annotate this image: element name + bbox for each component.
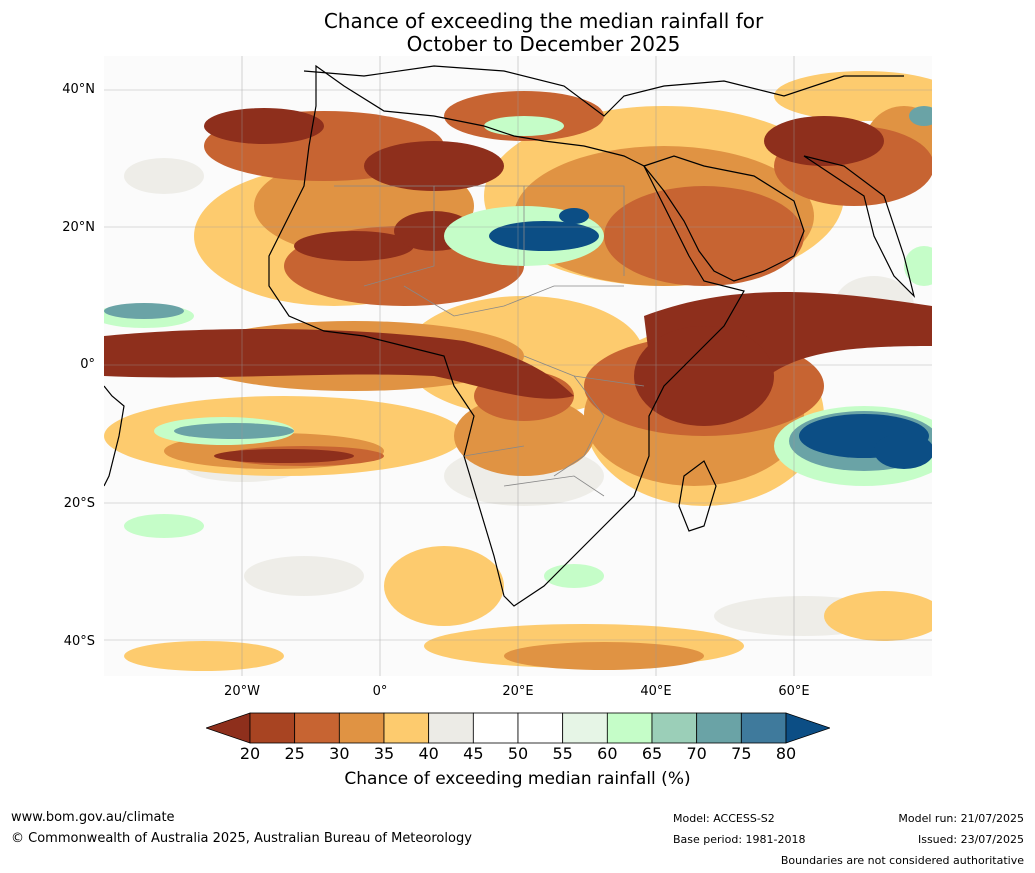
lat-tick-40n: 40°N	[62, 82, 95, 97]
africa-coast	[268, 64, 745, 607]
colorbar-tick-label: 70	[686, 744, 707, 763]
footer-url: www.bom.gov.au/climate	[11, 810, 175, 825]
colorbar	[206, 712, 830, 744]
title-line-1: Chance of exceeding the median rainfall …	[323, 9, 764, 33]
forecast-map	[104, 56, 932, 676]
colorbar-segment	[338, 712, 385, 744]
lon-tick-20w: 20°W	[224, 684, 260, 699]
europe-coast	[303, 65, 904, 117]
colorbar-tick-label: 65	[641, 744, 663, 763]
footer-base-period: Base period: 1981-2018	[673, 833, 806, 846]
colorbar-tick-label: 25	[284, 744, 305, 763]
country-borders	[334, 185, 645, 497]
colorbar-extend-low	[206, 712, 251, 744]
south-america-coast	[104, 385, 125, 487]
footer-copyright: © Commonwealth of Australia 2025, Austra…	[11, 831, 472, 846]
graticule	[104, 56, 932, 676]
colorbar-tick-label: 30	[329, 744, 350, 763]
title-line-2: October to December 2025	[406, 32, 681, 56]
lat-tick-40s: 40°S	[63, 634, 95, 649]
colorbar-segment	[383, 712, 430, 744]
madagascar-coast	[678, 460, 717, 532]
footer-issued: Issued: 23/07/2025	[917, 833, 1024, 846]
lon-tick-20e: 20°E	[502, 684, 534, 699]
colorbar-tick-label: 55	[552, 744, 573, 763]
lon-tick-60e: 60°E	[778, 684, 810, 699]
colorbar-segment	[428, 712, 474, 744]
lon-tick-0: 0°	[372, 684, 388, 699]
colorbar-segment	[249, 712, 296, 744]
colorbar-tick-label: 50	[507, 744, 529, 763]
colorbar-segment	[294, 712, 340, 744]
colorbar-segment	[651, 712, 698, 744]
colorbar-tick-label: 75	[731, 744, 752, 763]
very-wet-patches	[489, 208, 932, 469]
map-svg	[104, 56, 932, 676]
colorbar-segment	[696, 712, 742, 744]
colorbar-tick-label: 80	[775, 744, 797, 763]
india-coast	[803, 155, 916, 298]
colorbar-segment	[606, 712, 653, 744]
arabia-coast	[642, 155, 805, 282]
colorbar-segment	[472, 712, 519, 744]
colorbar-segment	[740, 712, 787, 744]
colorbar-tick-label: 40	[418, 744, 439, 763]
lat-tick-0: 0°	[80, 357, 95, 372]
lon-tick-40e: 40°E	[640, 684, 672, 699]
colorbar-title: Chance of exceeding median rainfall (%)	[344, 769, 691, 789]
lat-tick-20s: 20°S	[63, 496, 95, 511]
footer-model-run: Model run: 21/07/2025	[898, 812, 1024, 825]
colorbar-tick-label: 35	[373, 744, 395, 763]
footer-boundaries: Boundaries are not considered authoritat…	[780, 854, 1024, 867]
coastlines	[104, 64, 916, 607]
colorbar-extend-high	[785, 712, 830, 744]
colorbar-tick-label: 45	[463, 744, 484, 763]
map-title: Chance of exceeding the median rainfall …	[216, 10, 871, 56]
very-dry-patches	[104, 108, 932, 463]
colorbar-segment	[562, 712, 608, 744]
colorbar-tick-label: 60	[597, 744, 618, 763]
colorbar-tick-label: 20	[239, 744, 261, 763]
footer-model: Model: ACCESS-S2	[673, 812, 775, 825]
colorbar-segment	[517, 712, 564, 744]
lat-tick-20n: 20°N	[62, 220, 95, 235]
